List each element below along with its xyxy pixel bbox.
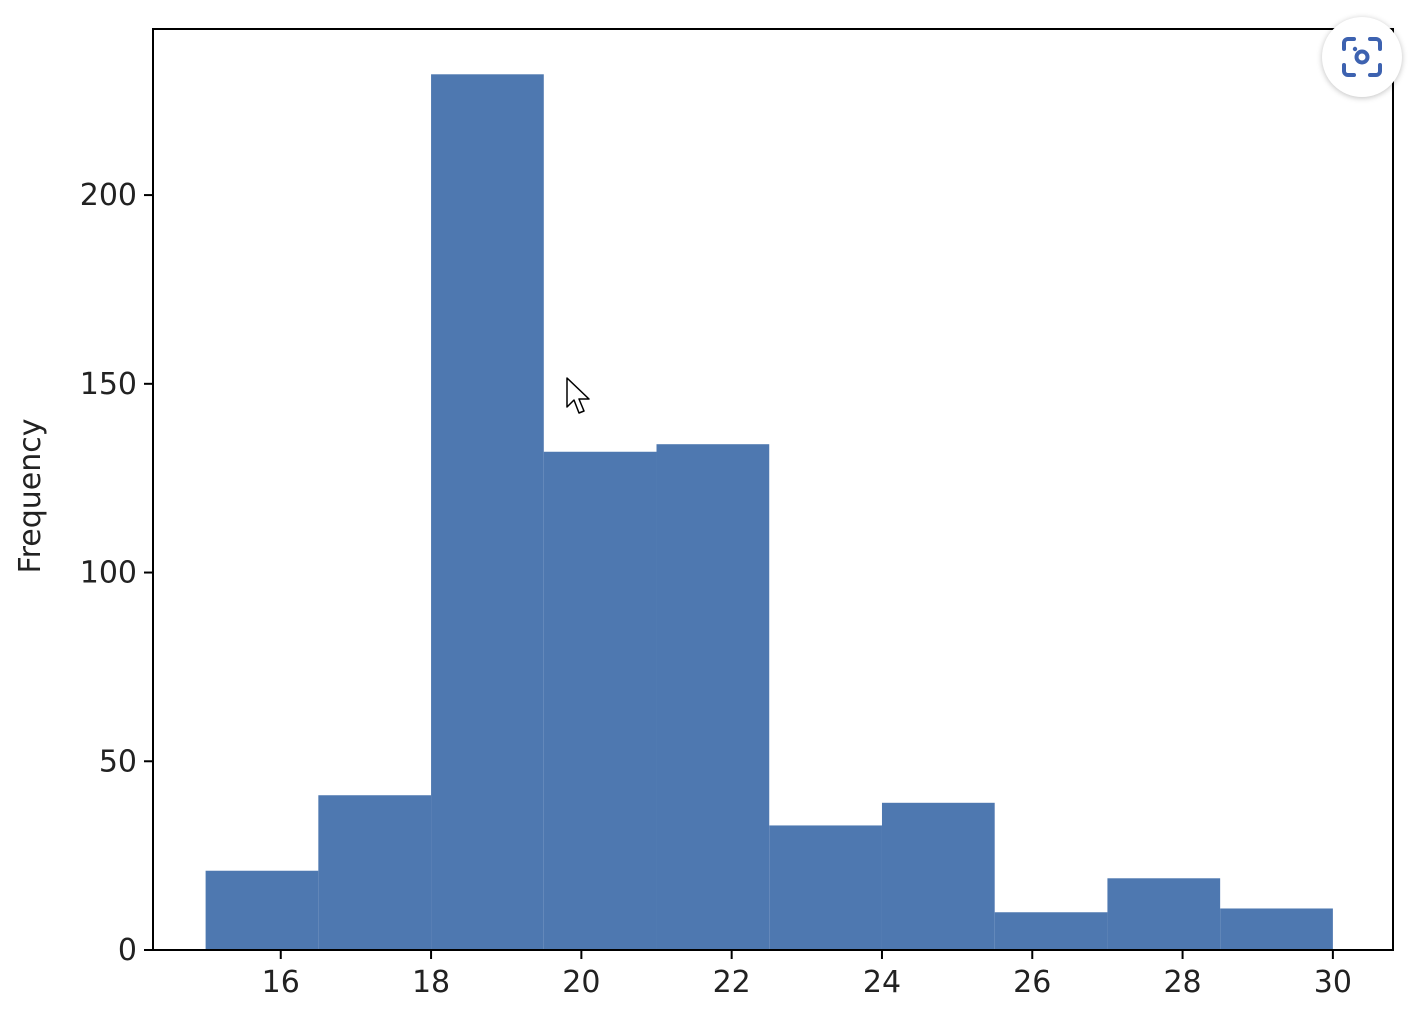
histogram-bar — [656, 444, 770, 950]
x-tick-label: 22 — [713, 965, 751, 1000]
y-tick-label: 100 — [80, 556, 137, 591]
y-axis-label: Frequency — [13, 419, 48, 574]
y-tick-label: 150 — [80, 367, 137, 402]
mouse-pointer-icon — [566, 377, 590, 414]
histogram-bar — [881, 802, 995, 950]
histogram-bar — [1107, 878, 1221, 950]
histogram-bar — [769, 825, 882, 950]
x-tick-label: 20 — [562, 965, 600, 1000]
x-tick-label: 24 — [863, 965, 901, 1000]
x-tick-label: 30 — [1314, 965, 1352, 1000]
histogram-bar — [1220, 908, 1333, 950]
x-tick-label: 26 — [1013, 965, 1051, 1000]
histogram-bar — [431, 74, 544, 950]
x-axis: 16 18 20 22 24 26 28 30 — [262, 950, 1352, 1000]
histogram-bar — [994, 912, 1108, 950]
y-tick-label: 0 — [118, 933, 137, 968]
y-axis: 0 50 100 150 200 — [80, 178, 153, 968]
histogram-bar — [318, 795, 432, 950]
x-tick-label: 28 — [1163, 965, 1201, 1000]
x-tick-label: 18 — [412, 965, 450, 1000]
histogram-bar — [543, 451, 657, 950]
y-tick-label: 200 — [80, 178, 137, 213]
y-tick-label: 50 — [99, 744, 137, 779]
screenshot-button[interactable] — [1322, 17, 1402, 97]
bars-group — [205, 74, 1333, 950]
camera-scan-icon — [1342, 37, 1382, 77]
histogram-bar — [205, 870, 319, 950]
plot-frame — [152, 28, 1394, 951]
x-tick-label: 16 — [262, 965, 300, 1000]
